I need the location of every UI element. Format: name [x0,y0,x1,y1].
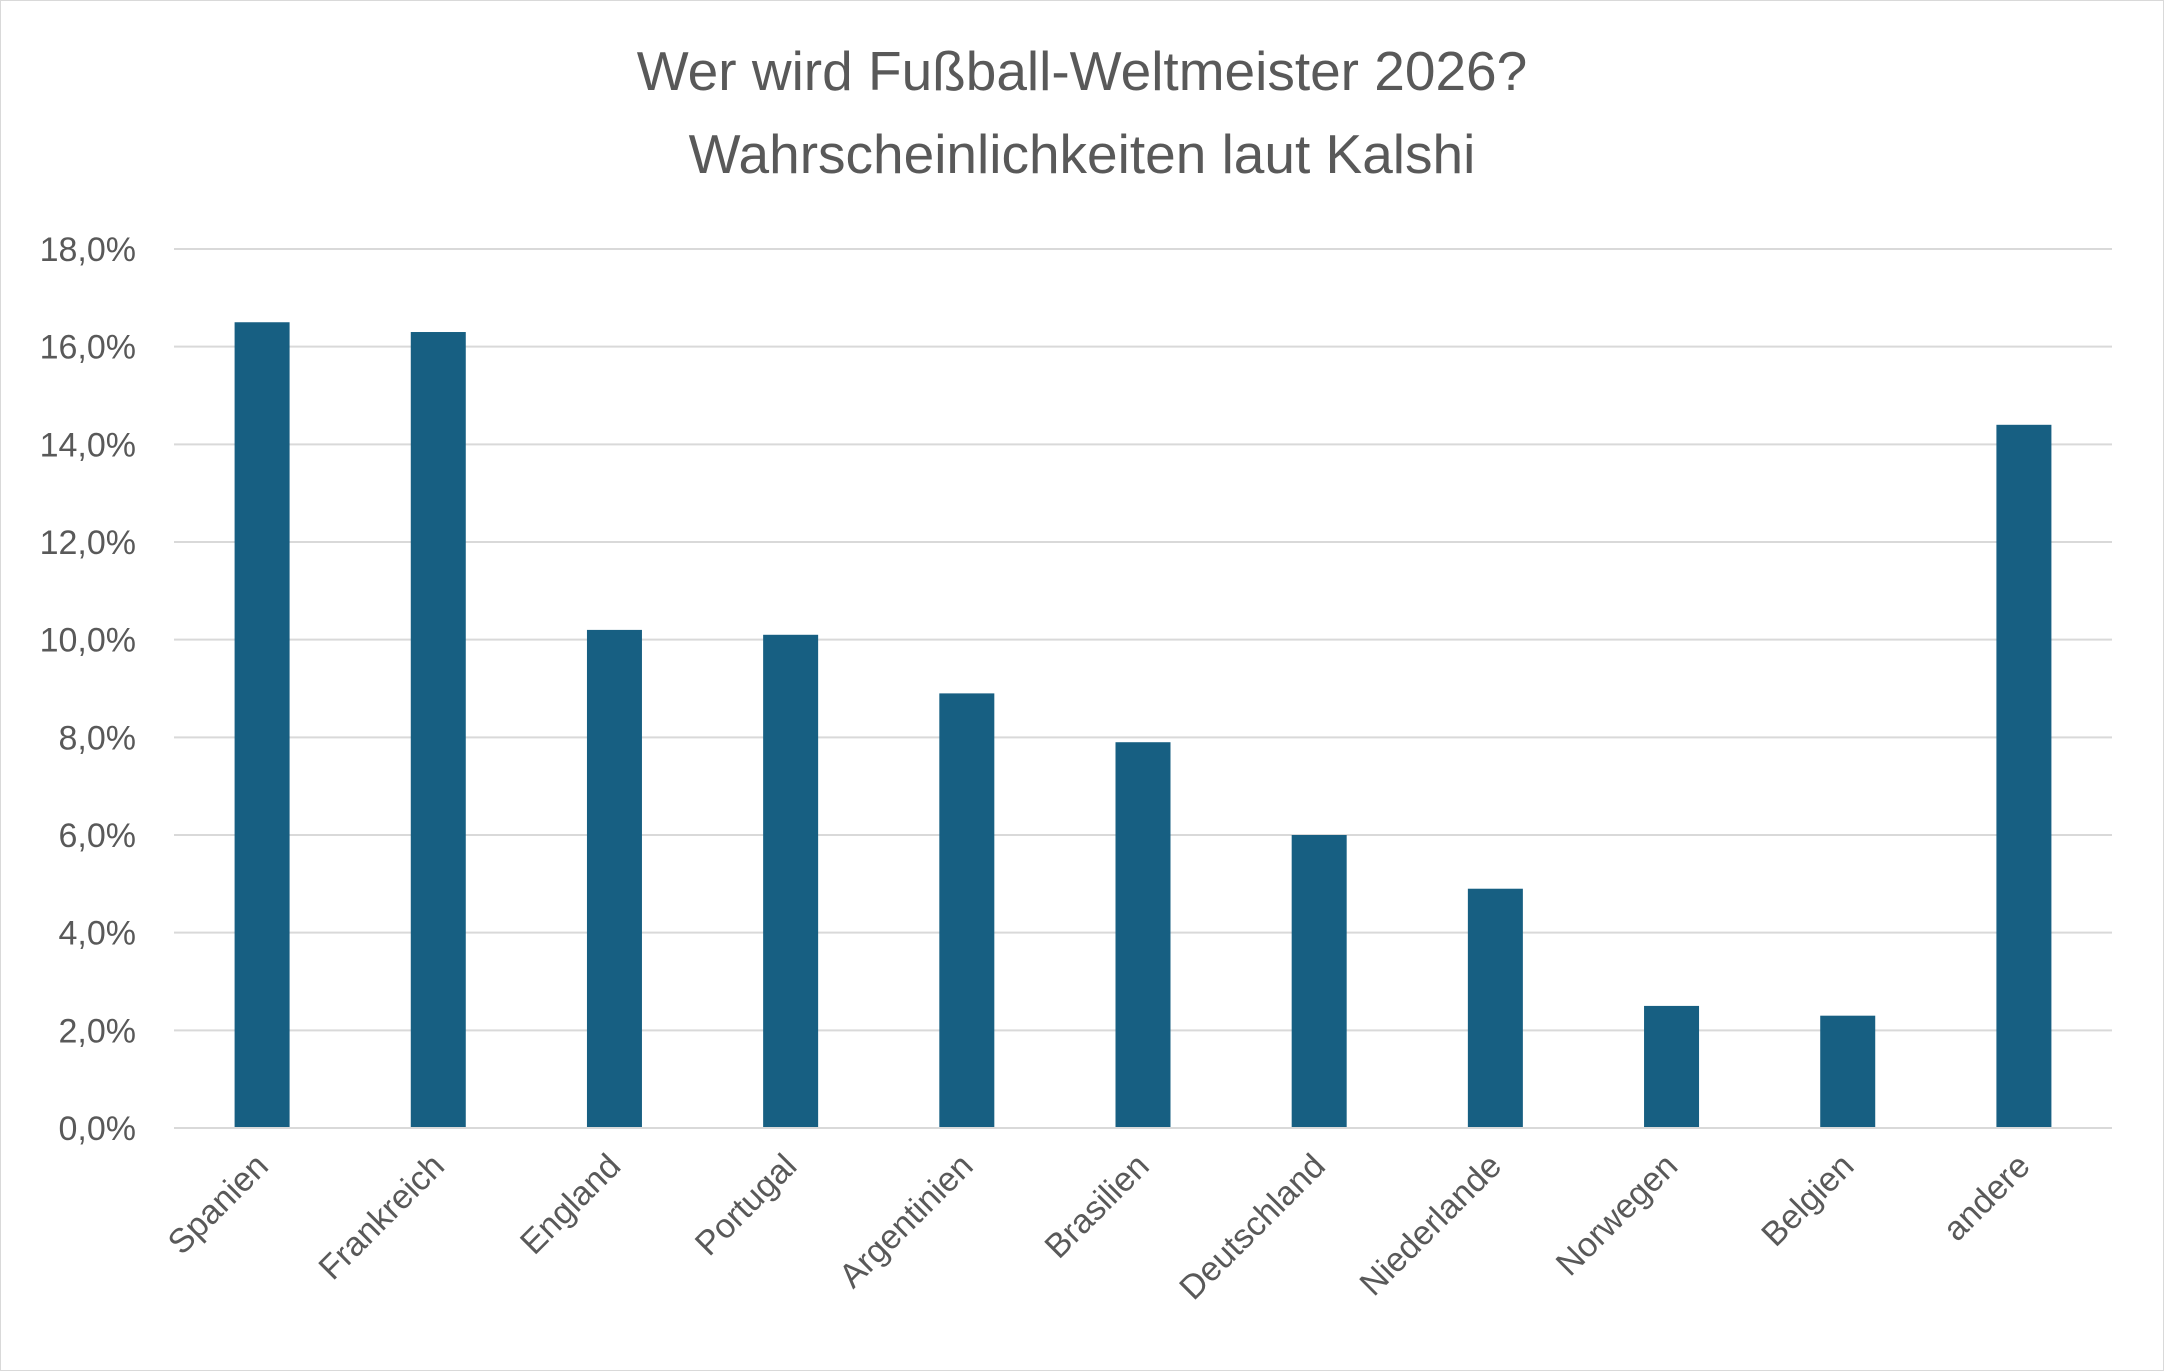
y-tick-label: 2,0% [59,1012,137,1050]
y-tick-label: 18,0% [40,231,136,269]
bar [1644,1005,1700,1128]
y-tick-label: 10,0% [40,622,136,660]
x-tick-label: andere [1936,1147,2038,1249]
bar [586,629,642,1128]
x-tick-label: Argentinien [832,1147,981,1296]
bar [763,634,819,1128]
y-tick-label: 6,0% [59,817,137,855]
x-tick-label: Belgien [1754,1147,1861,1254]
bar [1467,888,1523,1128]
x-tick-label: England [513,1147,628,1262]
bar [410,332,466,1128]
bar [1820,1015,1876,1128]
x-tick-label: Portugal [688,1147,804,1263]
y-tick-label: 12,0% [40,524,136,562]
bar [234,322,290,1128]
chart-subtitle: Wahrscheinlichkeiten laut Kalshi [689,123,1476,185]
y-tick-label: 14,0% [40,426,136,464]
bar [1996,424,2052,1128]
chart-title: Wer wird Fußball-Weltmeister 2026? [637,40,1527,102]
gridlines [174,248,2112,1032]
bar [1115,742,1171,1128]
y-tick-label: 8,0% [59,719,137,757]
bar [1291,835,1347,1128]
axes: 0,0% 2,0% 4,0% 6,0% 8,0% 10,0% 12,0% 14,0% 16,0%… [40,231,2112,1307]
y-tick-label: 16,0% [40,329,136,367]
x-tick-label: Frankreich [311,1147,451,1287]
x-tick-label: Norwegen [1549,1147,1685,1283]
y-tick-label: 4,0% [59,915,137,953]
x-tick-label: Deutschland [1172,1147,1333,1308]
x-tick-label: Spanien [161,1147,276,1262]
x-tick-label: Niederlande [1352,1147,1509,1304]
y-tick-label: 0,0% [59,1110,137,1148]
bar [939,693,995,1128]
bars [234,322,2052,1128]
x-tick-label: Brasilien [1038,1147,1157,1266]
